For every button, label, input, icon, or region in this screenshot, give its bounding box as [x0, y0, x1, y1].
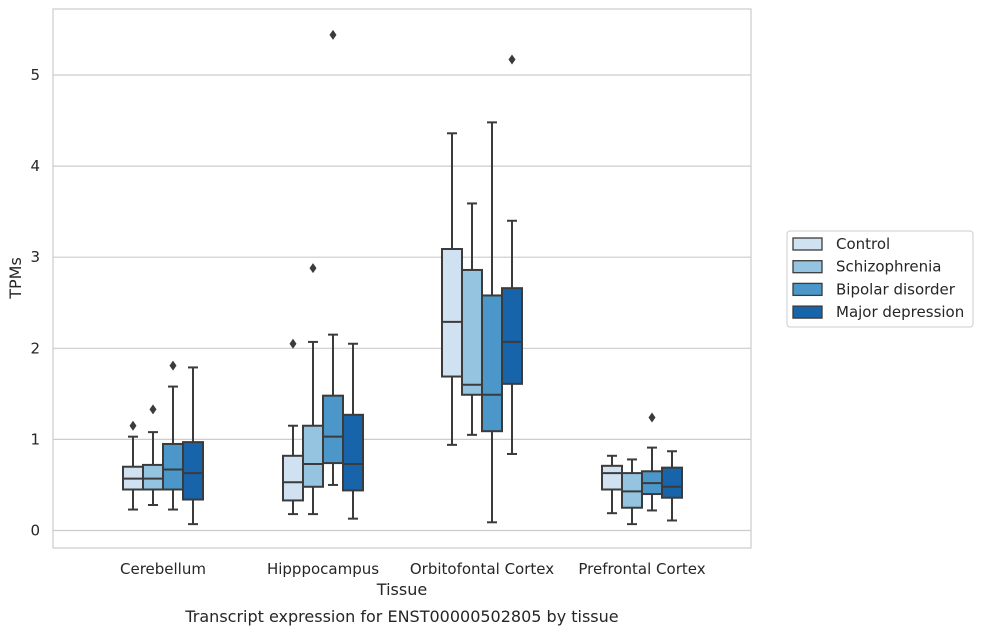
y-tick-label: 1: [30, 430, 40, 448]
y-tick-labels: 0 1 2 3 4 5: [30, 66, 40, 540]
box-iqr: [501, 287, 523, 385]
box-iqr: [661, 466, 683, 499]
box-major-depression: [342, 342, 364, 520]
outlier-marker: [289, 338, 297, 349]
y-tick-label: 5: [30, 66, 40, 84]
outlier-marker: [169, 360, 177, 371]
boxes-layer: [122, 29, 683, 526]
box-iqr: [182, 441, 204, 501]
box-iqr: [282, 454, 304, 502]
box-iqr: [162, 442, 184, 491]
y-tick-label: 0: [30, 522, 40, 540]
outlier-marker: [309, 263, 317, 274]
legend-label: Schizophrenia: [836, 258, 941, 276]
box-iqr: [342, 413, 364, 492]
x-axis-title: Tissue: [376, 580, 427, 599]
legend-swatch: [792, 282, 823, 297]
box-iqr: [461, 268, 483, 396]
box-iqr: [142, 463, 164, 491]
legend-frame: [786, 230, 974, 328]
chart-caption: Transcript expression for ENST0000050280…: [184, 607, 618, 626]
outlier-marker: [508, 54, 516, 65]
box-iqr: [441, 248, 463, 378]
x-tick-label: Cerebellum: [120, 560, 206, 578]
box-control: [122, 420, 144, 511]
box-iqr: [481, 294, 503, 433]
outlier-marker: [149, 404, 157, 415]
x-tick-label: Hipppocampus: [267, 560, 379, 578]
box-major-depression: [182, 366, 204, 526]
y-tick-label: 4: [30, 157, 40, 175]
legend-label: Major depression: [836, 303, 964, 321]
plot-frame: [52, 8, 752, 549]
outlier-marker: [329, 29, 337, 40]
box-bipolar-disorder: [641, 412, 663, 512]
legend-swatch: [792, 237, 823, 251]
y-tick-label: 3: [30, 248, 40, 266]
x-tick-label: Prefrontal Cortex: [578, 560, 705, 578]
box-bipolar-disorder: [481, 121, 503, 524]
outlier-marker: [648, 412, 656, 423]
box-iqr: [302, 424, 324, 488]
y-tick-label: 2: [30, 339, 40, 357]
box-schizophrenia: [461, 202, 483, 436]
outlier-marker: [129, 420, 137, 431]
box-control: [441, 132, 463, 446]
x-tick-labels: Cerebellum Hipppocampus Orbitofontal Corte…: [120, 560, 706, 578]
y-axis-title: TPMs: [6, 257, 25, 300]
legend-label: Control: [836, 235, 890, 253]
legend-swatch: [792, 305, 823, 319]
box-bipolar-disorder: [162, 360, 184, 511]
box-major-depression: [501, 54, 523, 455]
legend-swatch: [792, 260, 823, 274]
gridlines: [53, 74, 751, 532]
box-iqr: [322, 394, 344, 465]
x-tick-label: Orbitofontal Cortex: [410, 560, 554, 578]
legend-label: Bipolar disorder: [836, 280, 956, 298]
box-iqr: [601, 464, 623, 491]
box-major-depression: [661, 450, 683, 522]
box-control: [601, 454, 623, 515]
legend: Control Schizophrenia Bipolar disorder Majo…: [786, 230, 974, 328]
